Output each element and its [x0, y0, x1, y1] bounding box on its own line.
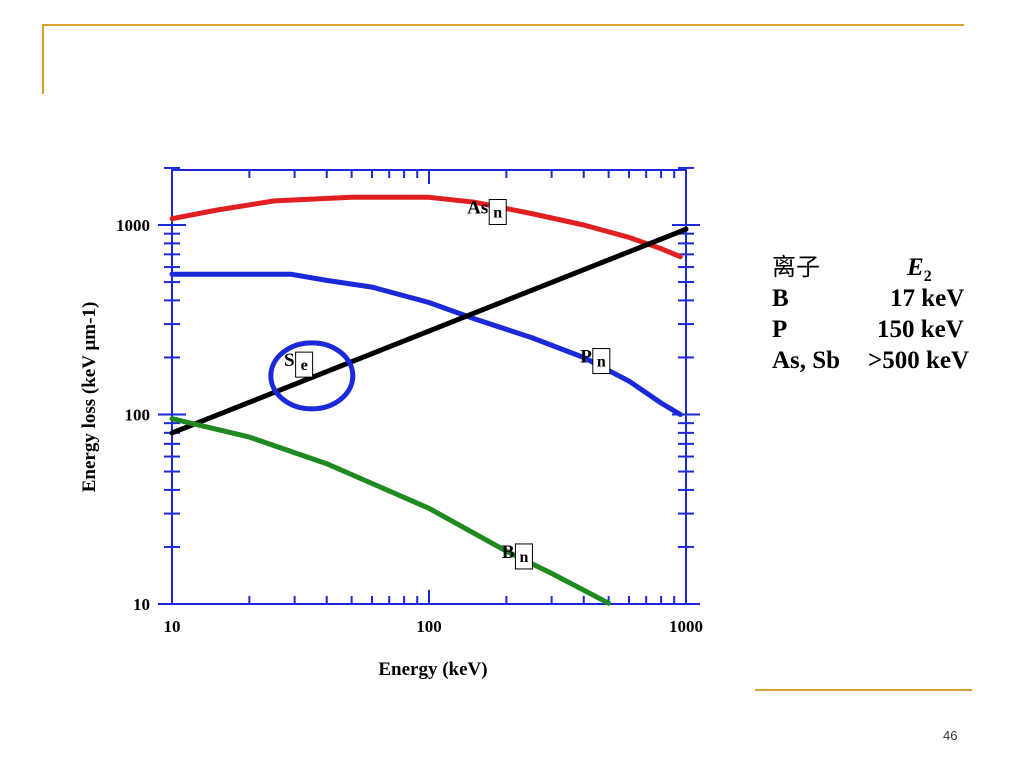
y-axis-ticks	[158, 166, 700, 605]
energy-cell: 150 keV	[877, 316, 964, 343]
energy-cell: 17 keV	[890, 285, 965, 312]
series-name: B	[502, 542, 515, 563]
ion-cell: As, Sb	[772, 347, 841, 374]
series-subscript: n	[519, 549, 528, 566]
energy-symbol: E	[907, 254, 924, 281]
x-axis-title: Energy (keV)	[378, 659, 487, 680]
highlight-circle	[268, 340, 356, 412]
y-axis-title: Energy loss (keV µm-1)	[79, 302, 100, 493]
x-axis-ticks	[171, 170, 687, 604]
x-tick-label: 1000	[669, 617, 703, 636]
plot-frame	[171, 169, 687, 605]
x-tick-label: 100	[416, 617, 442, 636]
page-number: 46	[943, 728, 958, 743]
series-subscript-box	[514, 543, 533, 570]
series-line-as	[169, 194, 683, 260]
ion-column-header: 离子	[772, 253, 820, 281]
energy-subscript: 2	[923, 268, 932, 285]
bottom-accent-line	[755, 689, 972, 691]
top-accent-line	[42, 24, 964, 26]
series-subscript: n	[493, 204, 502, 221]
series-name: S	[284, 350, 295, 371]
energy-cell: >500 keV	[868, 347, 970, 374]
series-label-as: As n	[467, 197, 507, 225]
series-line-b	[169, 416, 612, 606]
series-lines	[169, 194, 689, 606]
series-line-s	[169, 226, 689, 436]
series-subscript: n	[597, 354, 606, 371]
series-subscript-box	[488, 198, 507, 225]
left-accent-line	[42, 24, 44, 94]
y-tick-label: 10	[133, 595, 150, 614]
series-subscript-box	[295, 351, 314, 378]
series-subscript: e	[301, 357, 308, 374]
ion-cell: B	[772, 285, 789, 312]
energy-column-header: E2	[907, 252, 932, 292]
x-tick-label: 10	[164, 617, 181, 636]
series-name: P	[580, 347, 592, 368]
ion-cell: P	[772, 316, 788, 343]
series-line-p	[169, 271, 683, 417]
y-tick-label: 1000	[116, 216, 150, 235]
series-subscript-box	[592, 348, 611, 375]
series-name: As	[467, 197, 488, 218]
y-tick-label: 100	[125, 406, 151, 425]
